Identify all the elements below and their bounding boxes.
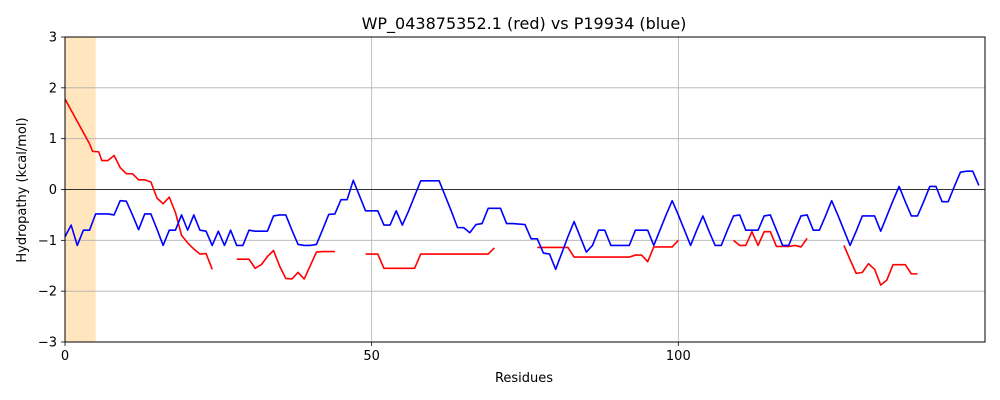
red-series-line <box>236 249 335 280</box>
y-tick-label: −3 <box>38 336 57 351</box>
red-series-line <box>733 230 808 248</box>
y-tick-label: 1 <box>49 132 57 147</box>
y-axis-label: Hydropathy (kcal/mol) <box>15 117 30 262</box>
x-tick-label: 0 <box>61 349 69 364</box>
chart-title: WP_043875352.1 (red) vs P19934 (blue) <box>362 14 687 34</box>
x-axis-label: Residues <box>495 371 553 386</box>
y-tick-label: 0 <box>49 183 57 198</box>
y-tick-label: 2 <box>49 81 57 96</box>
x-tick-label: 50 <box>363 349 380 364</box>
blue-series-line <box>64 170 980 271</box>
y-tick-label: −1 <box>38 234 57 249</box>
axis-ticks: 0 50 100 −3 −2 −1 0 1 2 3 <box>38 31 691 365</box>
red-series-line <box>365 247 495 270</box>
red-series-line <box>64 98 213 270</box>
series-layer <box>64 98 980 286</box>
x-tick-label: 100 <box>666 349 691 364</box>
y-tick-label: 3 <box>49 31 57 46</box>
y-tick-label: −2 <box>38 285 57 300</box>
red-series-line <box>537 239 679 263</box>
red-series-line <box>843 245 918 286</box>
